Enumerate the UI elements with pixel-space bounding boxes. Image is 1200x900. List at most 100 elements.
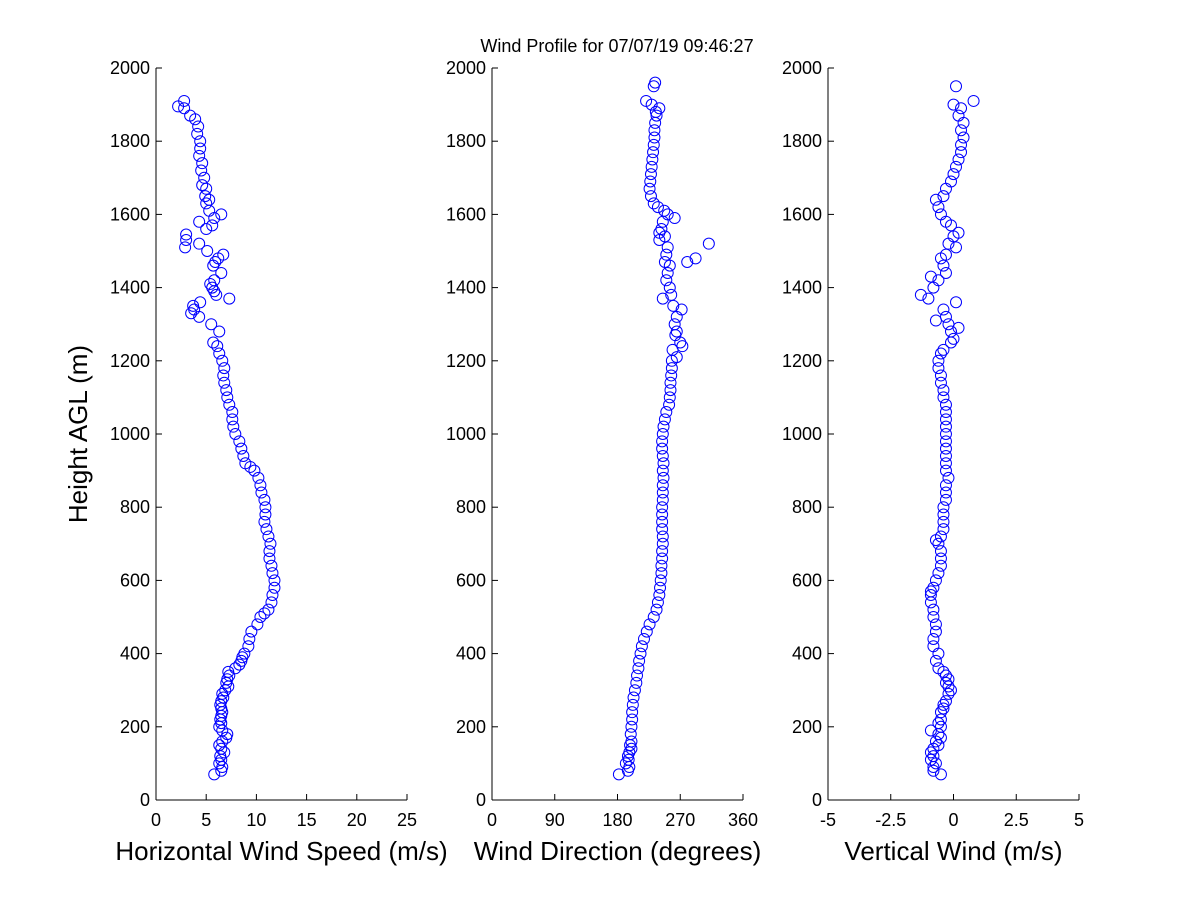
data-point [663,391,676,404]
y-tick-label: 400 [792,644,822,664]
data-point [625,720,638,733]
data-point [668,318,681,331]
data-point [924,753,937,766]
data-point [644,190,657,203]
data-point [251,618,264,631]
y-tick-label: 2000 [782,58,822,78]
data-point [632,662,645,675]
data-point [218,376,231,389]
data-point [658,413,671,426]
data-point [937,343,950,356]
data-point [939,435,952,448]
data-point [944,325,957,338]
y-tick-label: 1400 [110,278,150,298]
data-point [663,259,676,272]
data-point [937,698,950,711]
x-tick-label: 0 [151,810,161,830]
data-point [950,160,963,173]
data-point [934,713,947,726]
y-tick-label: 800 [120,497,150,517]
data-point [670,310,683,323]
data-point [656,442,669,455]
data-point [644,168,657,181]
x-tick-label: 2.5 [1004,810,1029,830]
data-point [650,603,663,616]
data-point [937,702,950,715]
data-point [955,124,968,137]
data-point [653,102,666,115]
y-tick-label: 200 [792,717,822,737]
data-point [702,237,715,250]
data-point [927,764,940,777]
data-point [259,501,272,514]
data-point [266,589,279,602]
data-point [220,384,233,397]
data-point [944,336,957,349]
data-point [950,241,963,254]
data-point [932,662,945,675]
y-tick-label: 600 [120,570,150,590]
data-point [209,255,222,268]
data-point [929,574,942,587]
data-point [665,362,678,375]
data-point [245,625,258,638]
data-point [955,102,968,115]
data-point [929,193,942,206]
data-point [233,435,246,448]
data-point [929,618,942,631]
y-tick-label: 1000 [110,424,150,444]
data-point [649,76,662,89]
data-point [255,486,268,499]
data-point [218,362,231,375]
y-tick-label: 1800 [110,131,150,151]
data-point [630,676,643,689]
data-point [211,340,224,353]
data-point [939,676,952,689]
data-point [647,197,660,210]
data-point [260,523,273,536]
data-point [624,728,637,741]
data-point [207,336,220,349]
data-point [647,146,660,159]
data-point [942,673,955,686]
data-point [221,391,234,404]
y-tick-label: 1800 [446,131,486,151]
data-point [924,589,937,602]
data-point [932,717,945,730]
data-point [223,669,236,682]
data-point [263,545,276,558]
y-tick-label: 600 [456,570,486,590]
data-point [934,768,947,781]
data-point [619,757,632,770]
data-point [215,764,228,777]
data-point [939,420,952,433]
y-tick-label: 1800 [782,131,822,151]
y-axis-title-1: Height AGL (m) [63,345,93,523]
data-point [633,654,646,667]
data-point [258,493,271,506]
data-point [937,523,950,536]
data-point [214,698,227,711]
data-point [947,98,960,111]
x-tick-label: 90 [545,810,565,830]
y-tick-label: 0 [140,790,150,810]
data-point [227,420,240,433]
data-point [265,559,278,572]
data-point [661,266,674,279]
data-point [229,662,242,675]
y-tick-label: 200 [456,717,486,737]
data-point [196,157,209,170]
data-point [215,266,228,279]
data-point [939,428,952,440]
data-point [939,669,952,682]
data-point [200,197,213,210]
data-point [653,589,666,602]
data-point [216,687,229,700]
y-tick-label: 1600 [110,204,150,224]
data-point [932,354,945,367]
data-point [937,190,950,203]
data-point [934,376,947,389]
data-point [932,647,945,660]
data-point [206,219,219,232]
data-point [226,413,239,426]
